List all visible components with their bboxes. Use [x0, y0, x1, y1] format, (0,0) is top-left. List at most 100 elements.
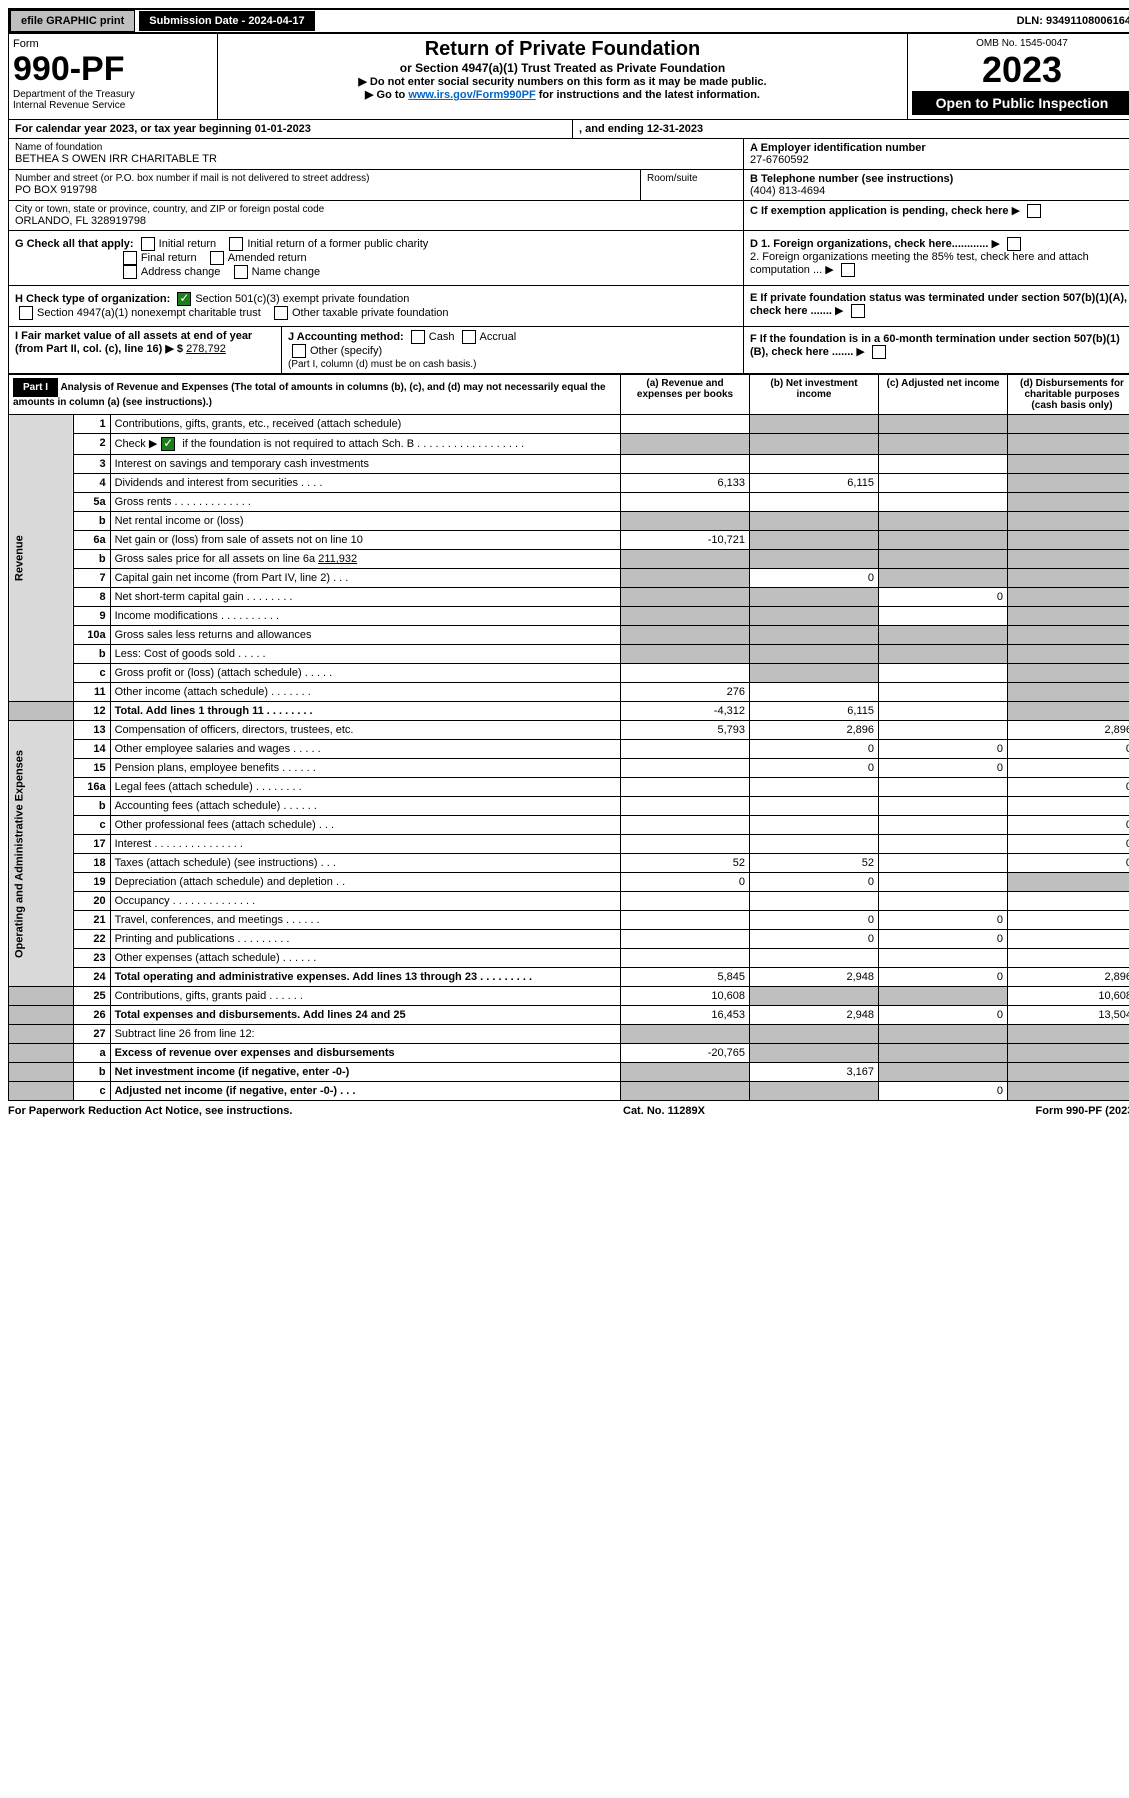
ln27b-b: 3,167	[750, 1063, 879, 1082]
ln16a-d: 0	[1008, 778, 1129, 797]
initial-former-label: Initial return of a former public charit…	[247, 238, 428, 250]
cal-begin: For calendar year 2023, or tax year begi…	[15, 123, 311, 135]
ln13-t: Compensation of officers, directors, tru…	[110, 721, 620, 740]
efile-print-button[interactable]: efile GRAPHIC print	[10, 10, 135, 32]
ln17-n: 17	[73, 835, 110, 854]
other-taxable-checkbox[interactable]	[274, 306, 288, 320]
city-c-row: City or town, state or province, country…	[8, 201, 1129, 231]
ln27a-a: -20,765	[621, 1044, 750, 1063]
ln13-a: 5,793	[621, 721, 750, 740]
foundation-name: BETHEA S OWEN IRR CHARITABLE TR	[15, 153, 737, 165]
ln19-n: 19	[73, 873, 110, 892]
ln1-n: 1	[73, 415, 110, 434]
4947-checkbox[interactable]	[19, 306, 33, 320]
ln10b-t: Less: Cost of goods sold . . . . .	[110, 645, 620, 664]
ln12-n: 12	[73, 702, 110, 721]
ln15-b: 0	[750, 759, 879, 778]
initial-return-checkbox[interactable]	[141, 237, 155, 251]
ln19-t: Depreciation (attach schedule) and deple…	[110, 873, 620, 892]
room-label: Room/suite	[647, 173, 737, 184]
501c3-checkbox[interactable]	[177, 292, 191, 306]
ln14-c: 0	[879, 740, 1008, 759]
ln27b-n: b	[73, 1063, 110, 1082]
ein-label: A Employer identification number	[750, 142, 1129, 154]
tel-label: B Telephone number (see instructions)	[750, 173, 1129, 185]
d1-checkbox[interactable]	[1007, 237, 1021, 251]
ln7-n: 7	[73, 569, 110, 588]
schB-checkbox[interactable]	[161, 437, 175, 451]
ln8-t: Net short-term capital gain . . . . . . …	[110, 588, 620, 607]
omb: OMB No. 1545-0047	[912, 38, 1129, 49]
name-ein-row: Name of foundation BETHEA S OWEN IRR CHA…	[8, 139, 1129, 170]
ln26-t: Total expenses and disbursements. Add li…	[110, 1006, 620, 1025]
initial-former-checkbox[interactable]	[229, 237, 243, 251]
col-d: (d) Disbursements for charitable purpose…	[1008, 375, 1129, 415]
ln25-a: 10,608	[621, 987, 750, 1006]
ln27c-c: 0	[879, 1082, 1008, 1101]
ln24-n: 24	[73, 968, 110, 987]
ln16a-n: 16a	[73, 778, 110, 797]
g-label: G Check all that apply:	[15, 238, 134, 250]
other-method-checkbox[interactable]	[292, 344, 306, 358]
expenses-side: Operating and Administrative Expenses	[9, 721, 74, 987]
cash-checkbox[interactable]	[411, 330, 425, 344]
ln26-d: 13,504	[1008, 1006, 1129, 1025]
ln18-t: Taxes (attach schedule) (see instruction…	[110, 854, 620, 873]
ln22-b: 0	[750, 930, 879, 949]
city-value: ORLANDO, FL 328919798	[15, 215, 737, 227]
ln24-c: 0	[879, 968, 1008, 987]
ln16b-n: b	[73, 797, 110, 816]
ln14-n: 14	[73, 740, 110, 759]
form-ref: Form 990-PF (2023)	[1036, 1105, 1129, 1117]
tel-value: (404) 813-4694	[750, 185, 1129, 197]
part1-table: Part I Analysis of Revenue and Expenses …	[8, 374, 1129, 1101]
ln6a-a: -10,721	[621, 531, 750, 550]
form-page: efile GRAPHIC print Submission Date - 20…	[0, 0, 1129, 1129]
ln26-n: 26	[73, 1006, 110, 1025]
ln16c-t: Other professional fees (attach schedule…	[110, 816, 620, 835]
footer: For Paperwork Reduction Act Notice, see …	[8, 1101, 1129, 1121]
ln6a-n: 6a	[73, 531, 110, 550]
f-checkbox[interactable]	[872, 345, 886, 359]
goto-suffix: for instructions and the latest informat…	[536, 89, 760, 101]
ln18-d: 0	[1008, 854, 1129, 873]
open-public: Open to Public Inspection	[912, 91, 1129, 115]
name-change-checkbox[interactable]	[234, 265, 248, 279]
topbar: efile GRAPHIC print Submission Date - 20…	[8, 8, 1129, 34]
ln21-n: 21	[73, 911, 110, 930]
ln26-b: 2,948	[750, 1006, 879, 1025]
ln6b-n: b	[73, 550, 110, 569]
address-change-checkbox[interactable]	[123, 265, 137, 279]
submission-date: Submission Date - 2024-04-17	[139, 11, 314, 31]
ssn-warning: ▶ Do not enter social security numbers o…	[222, 75, 903, 88]
e-checkbox[interactable]	[851, 304, 865, 318]
ln13-d: 2,896	[1008, 721, 1129, 740]
accrual-checkbox[interactable]	[462, 330, 476, 344]
instructions-link[interactable]: www.irs.gov/Form990PF	[408, 89, 535, 101]
dept-treasury: Department of the Treasury	[13, 89, 213, 100]
cal-end: , and ending 12-31-2023	[579, 123, 703, 135]
part1-title: Analysis of Revenue and Expenses	[60, 382, 228, 393]
e-label: E If private foundation status was termi…	[750, 292, 1127, 317]
d2-checkbox[interactable]	[841, 263, 855, 277]
ln16c-n: c	[73, 816, 110, 835]
amended-checkbox[interactable]	[210, 251, 224, 265]
ln20-t: Occupancy . . . . . . . . . . . . . .	[110, 892, 620, 911]
ln23-t: Other expenses (attach schedule) . . . .…	[110, 949, 620, 968]
h-label: H Check type of organization:	[15, 293, 170, 305]
ln10c-t: Gross profit or (loss) (attach schedule)…	[110, 664, 620, 683]
ln16c-d: 0	[1008, 816, 1129, 835]
c-checkbox[interactable]	[1027, 204, 1041, 218]
ln9-t: Income modifications . . . . . . . . . .	[110, 607, 620, 626]
ln4-b: 6,115	[750, 474, 879, 493]
other-method-label: Other (specify)	[310, 345, 382, 357]
ln8-c: 0	[879, 588, 1008, 607]
ln9-n: 9	[73, 607, 110, 626]
ln7-b: 0	[750, 569, 879, 588]
final-return-checkbox[interactable]	[123, 251, 137, 265]
ln2-t2: if the foundation is not required to att…	[179, 438, 524, 450]
ln16a-t: Legal fees (attach schedule) . . . . . .…	[110, 778, 620, 797]
part1-label: Part I	[13, 378, 58, 397]
ln6b-v: 211,932	[318, 553, 357, 565]
4947-label: Section 4947(a)(1) nonexempt charitable …	[37, 307, 261, 319]
